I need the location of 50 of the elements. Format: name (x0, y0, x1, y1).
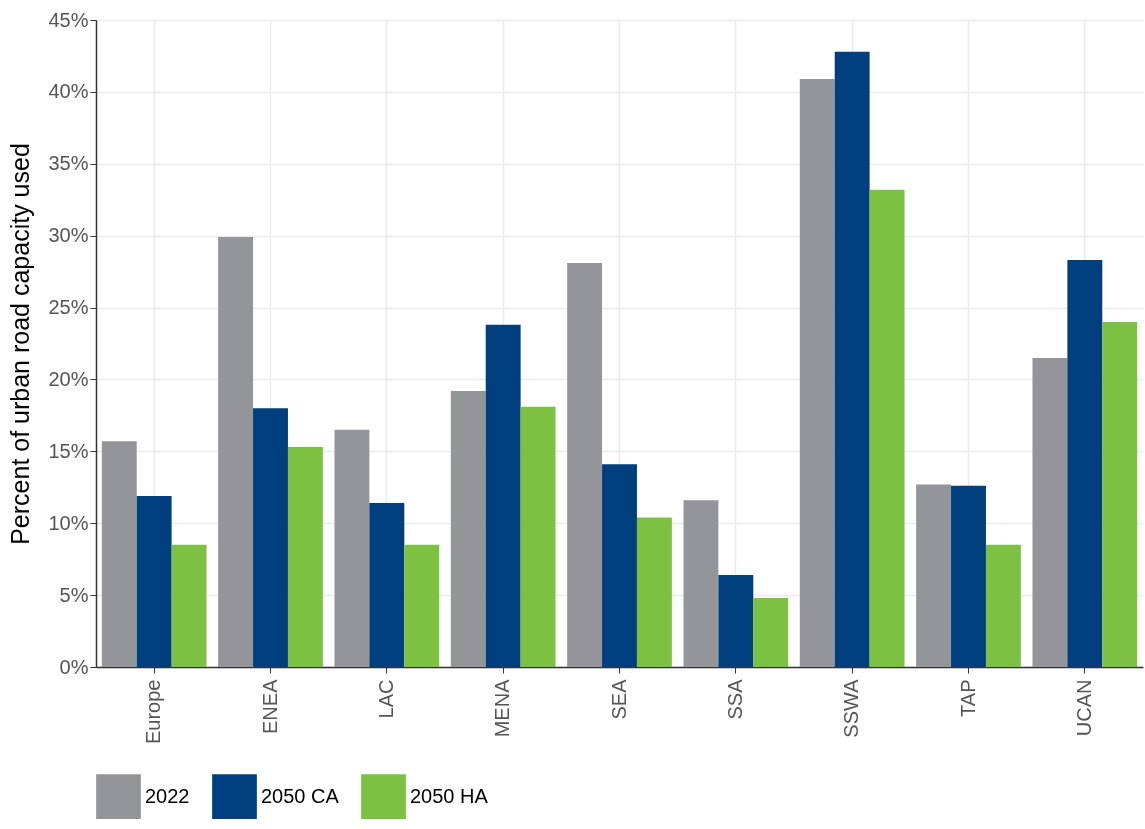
y-tick-label: 30% (48, 224, 89, 247)
bar (799, 78, 835, 667)
bar (869, 189, 905, 667)
bar (520, 406, 556, 667)
bar (1032, 357, 1068, 667)
bar (218, 237, 254, 667)
y-tick-label: 10% (48, 511, 89, 534)
legend-label: 2050 HA (410, 784, 489, 807)
bar (1067, 260, 1103, 667)
bar (951, 485, 986, 667)
bar (718, 574, 754, 667)
bar (834, 51, 870, 667)
y-tick-label: 35% (48, 152, 89, 175)
y-axis-title: Percent of urban road capacity used (6, 143, 35, 545)
y-tick-label: 0% (59, 655, 89, 678)
bar (171, 544, 207, 667)
bar (334, 429, 370, 667)
bar (253, 408, 288, 667)
x-tick-label: SEA (607, 678, 630, 720)
x-tick-label: Europe (142, 679, 165, 744)
bar (683, 500, 719, 667)
bar (136, 495, 172, 667)
bar (404, 544, 440, 667)
bar (753, 597, 789, 667)
bar (567, 262, 603, 667)
y-tick-label: 40% (48, 80, 89, 103)
bar (1102, 321, 1138, 667)
bar (485, 324, 521, 667)
bar (450, 390, 486, 667)
x-tick-label: LAC (374, 679, 397, 719)
x-tick-label: TAP (956, 679, 979, 717)
legend-label: 2050 CA (261, 784, 340, 807)
y-tick-label: 15% (48, 439, 89, 462)
y-tick-label: 20% (48, 367, 89, 390)
y-tick-label: 25% (48, 296, 89, 319)
x-tick-label: ENEA (258, 678, 281, 734)
x-tick-label: MENA (491, 678, 514, 738)
bar (916, 484, 952, 667)
x-tick-label: SSA (723, 678, 746, 720)
legend-label: 2022 (145, 784, 190, 807)
y-tick-label: 5% (59, 583, 89, 606)
bar (636, 517, 672, 667)
bar (101, 441, 137, 667)
x-tick-label: UCAN (1072, 679, 1095, 737)
bar (602, 464, 637, 667)
bar (287, 447, 323, 667)
x-tick-label: SSWA (840, 678, 863, 738)
bar (369, 503, 405, 667)
y-tick-label: 45% (48, 8, 89, 31)
bar (985, 544, 1021, 667)
